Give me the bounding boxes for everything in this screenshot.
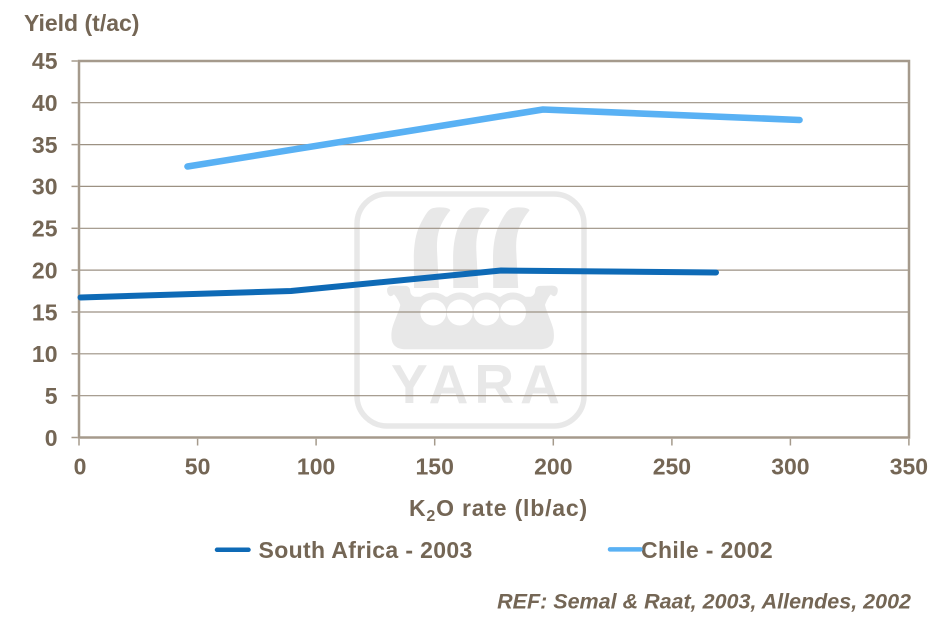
svg-text:0: 0 — [74, 454, 87, 480]
svg-text:Chile - 2002: Chile - 2002 — [641, 537, 773, 563]
svg-text:350: 350 — [890, 454, 928, 480]
svg-text:South Africa - 2003: South Africa - 2003 — [259, 537, 473, 563]
svg-text:25: 25 — [32, 216, 58, 242]
svg-text:0: 0 — [45, 425, 58, 451]
svg-text:15: 15 — [32, 299, 58, 325]
svg-text:150: 150 — [416, 454, 454, 480]
svg-text:50: 50 — [185, 454, 211, 480]
svg-text:40: 40 — [32, 90, 58, 116]
svg-text:300: 300 — [771, 454, 809, 480]
svg-text:5: 5 — [45, 383, 58, 409]
svg-text:250: 250 — [653, 454, 691, 480]
svg-text:K2O rate (lb/ac): K2O rate (lb/ac) — [409, 495, 588, 525]
svg-text:20: 20 — [32, 257, 58, 283]
svg-text:REF: Semal & Raat, 2003, Allen: REF: Semal & Raat, 2003, Allendes, 2002 — [497, 590, 911, 614]
svg-text:Yield (t/ac): Yield (t/ac) — [24, 10, 139, 36]
svg-text:10: 10 — [32, 341, 58, 367]
svg-text:30: 30 — [32, 174, 58, 200]
svg-text:45: 45 — [32, 48, 58, 74]
svg-text:100: 100 — [297, 454, 335, 480]
svg-text:YARA: YARA — [391, 353, 566, 415]
svg-text:35: 35 — [32, 132, 58, 158]
svg-text:200: 200 — [534, 454, 572, 480]
